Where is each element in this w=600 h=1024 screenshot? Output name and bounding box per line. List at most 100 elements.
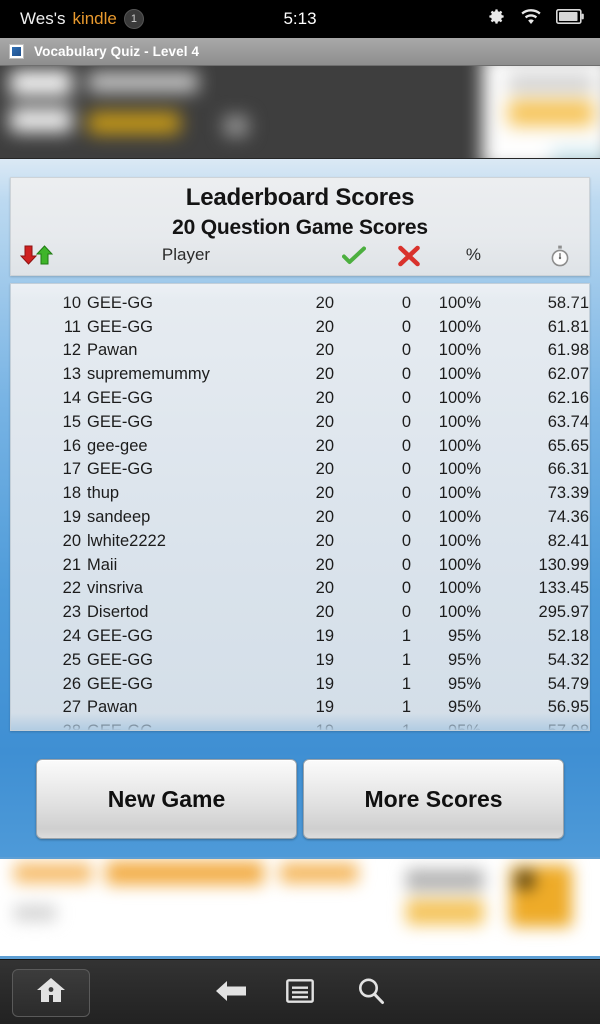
- score-cell-rank: 27: [62, 698, 81, 717]
- score-cell-correct: 20: [315, 555, 334, 574]
- notification-count-badge[interactable]: 1: [123, 9, 144, 29]
- score-cell-time: 63.74: [547, 412, 589, 431]
- score-cell-rank: 12: [62, 341, 81, 360]
- score-cell-correct: 20: [315, 388, 334, 407]
- column-header-player[interactable]: Player: [161, 245, 211, 264]
- score-cell-correct: 19: [315, 674, 334, 693]
- table-row[interactable]: 10 GEE-GG 20 0 100% 58.71: [11, 294, 589, 318]
- stopwatch-icon[interactable]: [549, 245, 571, 272]
- leaderboard-screen: Leaderboard Scores 20 Question Game Scor…: [0, 159, 600, 857]
- table-row[interactable]: 23 Disertod 20 0 100% 295.97: [11, 603, 589, 627]
- search-button[interactable]: [343, 969, 399, 1017]
- score-cell-time: 130.99: [538, 555, 589, 574]
- score-cell-time: 57.11: [499, 284, 589, 289]
- score-cell-time: 65.65: [547, 436, 589, 455]
- table-row[interactable]: 27 Pawan 19 1 95% 56.95: [11, 698, 589, 722]
- table-row[interactable]: 12 Pawan 20 0 100% 61.98: [11, 341, 589, 365]
- score-cell-time: 61.81: [547, 317, 589, 336]
- score-cell-player: Pawan: [87, 341, 138, 360]
- account-owner-label: Wes's: [20, 9, 66, 28]
- score-cell-percent: 95%: [447, 626, 481, 645]
- top-advertisement-banner[interactable]: [0, 66, 600, 159]
- score-cell-percent: 95%: [447, 650, 481, 669]
- score-cell-rank: 24: [62, 626, 81, 645]
- score-cell-time: 74.36: [547, 507, 589, 526]
- score-cell-time: 54.79: [547, 674, 589, 693]
- score-cell-percent: 95%: [447, 674, 481, 693]
- score-cell-correct: 20: [315, 341, 334, 360]
- table-row[interactable]: 14 GEE-GG 20 0 100% 62.16: [11, 389, 589, 413]
- bottom-ad-artwork: [0, 859, 600, 956]
- table-row[interactable]: 25 GEE-GG 19 1 95% 54.32: [11, 651, 589, 675]
- score-cell-time: 295.97: [538, 603, 589, 622]
- menu-button[interactable]: [272, 969, 328, 1017]
- score-cell-rank: 11: [63, 317, 81, 336]
- score-cell-wrong: 0: [401, 507, 411, 526]
- menu-icon: [286, 978, 314, 1009]
- table-row[interactable]: 16 gee-gee 20 0 100% 65.65: [11, 437, 589, 461]
- table-row[interactable]: 24 GEE-GG 19 1 95% 52.18: [11, 627, 589, 651]
- home-button[interactable]: [12, 969, 90, 1017]
- wifi-icon[interactable]: [520, 8, 542, 30]
- score-cell-wrong: 0: [401, 388, 411, 407]
- red-cross-icon[interactable]: [397, 245, 421, 272]
- score-cell-rank: 13: [62, 365, 81, 384]
- score-cell-rank: 19: [62, 507, 81, 526]
- new-game-button[interactable]: New Game: [36, 759, 297, 839]
- kindle-brand-label: kindle: [72, 9, 117, 28]
- score-cell-percent: 95%: [447, 698, 481, 717]
- table-row[interactable]: 21 Maii 20 0 100% 130.99: [11, 556, 589, 580]
- score-cell-correct: 20: [315, 317, 334, 336]
- score-cell-correct: 20: [315, 603, 334, 622]
- score-cell-rank: 16: [62, 436, 81, 455]
- table-row[interactable]: 22 vinsriva 20 0 100% 133.45: [11, 579, 589, 603]
- table-row[interactable]: 26 GEE-GG 19 1 95% 54.79: [11, 675, 589, 699]
- score-cell-wrong: 0: [351, 284, 411, 289]
- score-cell-percent: 100%: [438, 412, 481, 431]
- status-bar-account: Wes's kindle 1: [20, 9, 144, 29]
- app-book-icon: [9, 44, 24, 59]
- table-row[interactable]: 28 GEE-GG 19 1 95% 57.98: [11, 722, 589, 730]
- score-cell-player: GEE-GG: [87, 317, 154, 336]
- score-cell-player: GEE-GG: [87, 460, 154, 479]
- table-row[interactable]: 11 GEE-GG 20 0 100% 61.81: [11, 318, 589, 342]
- score-cell-percent: 100%: [438, 365, 481, 384]
- score-cell-wrong: 0: [401, 412, 411, 431]
- table-row[interactable]: 13 suprememummy 20 0 100% 62.07: [11, 365, 589, 389]
- leaderboard-score-list[interactable]: 9GEE-GG200100%57.1110GEE-GG200100%58.711…: [10, 283, 590, 731]
- back-button[interactable]: [203, 969, 259, 1017]
- score-cell-time: 54.32: [547, 650, 589, 669]
- table-row[interactable]: 19 sandeep 20 0 100% 74.36: [11, 508, 589, 532]
- score-cell-time: 82.41: [547, 531, 589, 550]
- table-row[interactable]: 20 lwhite2222 20 0 100% 82.41: [11, 532, 589, 556]
- table-row[interactable]: 18 thup 20 0 100% 73.39: [11, 484, 589, 508]
- table-row[interactable]: 15 GEE-GG 20 0 100% 63.74: [11, 413, 589, 437]
- table-row[interactable]: 17 GEE-GG 20 0 100% 66.31: [11, 460, 589, 484]
- score-cell-percent: 95%: [416, 722, 481, 730]
- score-cell-player: GEE-GG: [87, 284, 153, 289]
- action-button-row: New Game More Scores: [0, 759, 600, 839]
- score-cell-wrong: 0: [401, 293, 411, 312]
- back-arrow-icon: [214, 978, 248, 1009]
- score-cell-percent: 100%: [438, 603, 481, 622]
- score-cell-rank: 18: [62, 484, 81, 503]
- score-cell-time: 58.71: [547, 293, 589, 312]
- score-cell-correct: 19: [315, 650, 334, 669]
- gear-icon[interactable]: [487, 7, 506, 31]
- sort-arrows-icon[interactable]: [19, 244, 54, 271]
- green-check-icon[interactable]: [342, 246, 366, 271]
- score-cell-time: 61.98: [547, 341, 589, 360]
- score-cell-time: 52.18: [547, 626, 589, 645]
- more-scores-button[interactable]: More Scores: [303, 759, 564, 839]
- bottom-advertisement-banner[interactable]: [0, 857, 600, 959]
- score-cell-correct: 20: [315, 531, 334, 550]
- score-cell-time: 133.45: [538, 579, 589, 598]
- column-header-percent[interactable]: %: [465, 245, 481, 264]
- score-cell-player: GEE-GG: [87, 388, 154, 407]
- score-cell-time: 73.39: [547, 484, 589, 503]
- score-cell-correct: 20: [315, 579, 334, 598]
- score-cell-correct: 20: [274, 284, 334, 289]
- table-row[interactable]: 9 GEE-GG 20 0 100% 57.11: [11, 284, 589, 294]
- score-cell-correct: 19: [274, 722, 334, 730]
- score-cell-correct: 19: [315, 626, 334, 645]
